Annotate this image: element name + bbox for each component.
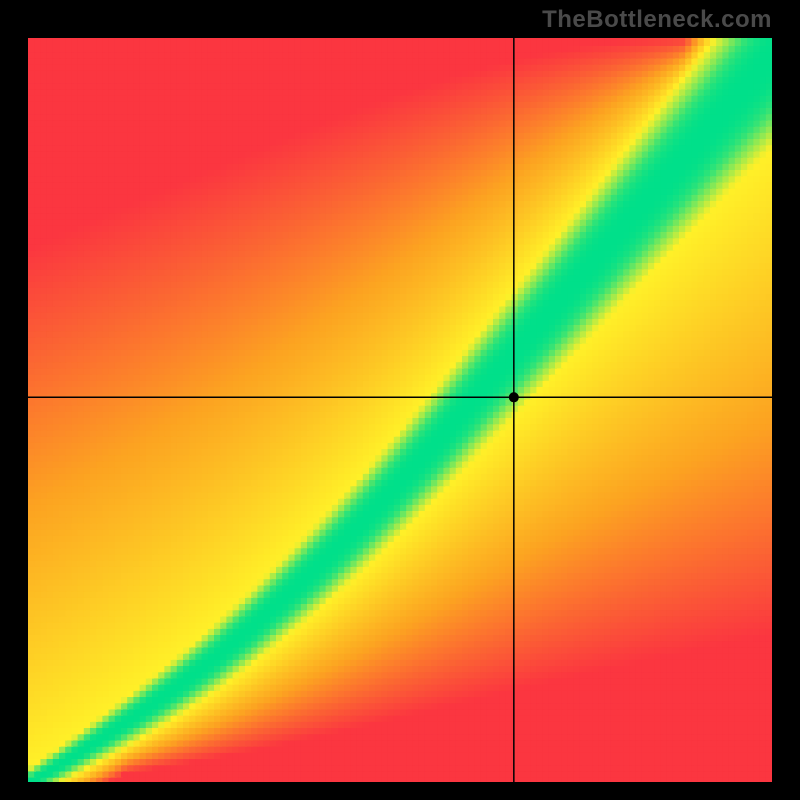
heatmap-canvas xyxy=(28,38,772,782)
watermark-text: TheBottleneck.com xyxy=(542,6,772,34)
heatmap-chart xyxy=(28,38,772,782)
